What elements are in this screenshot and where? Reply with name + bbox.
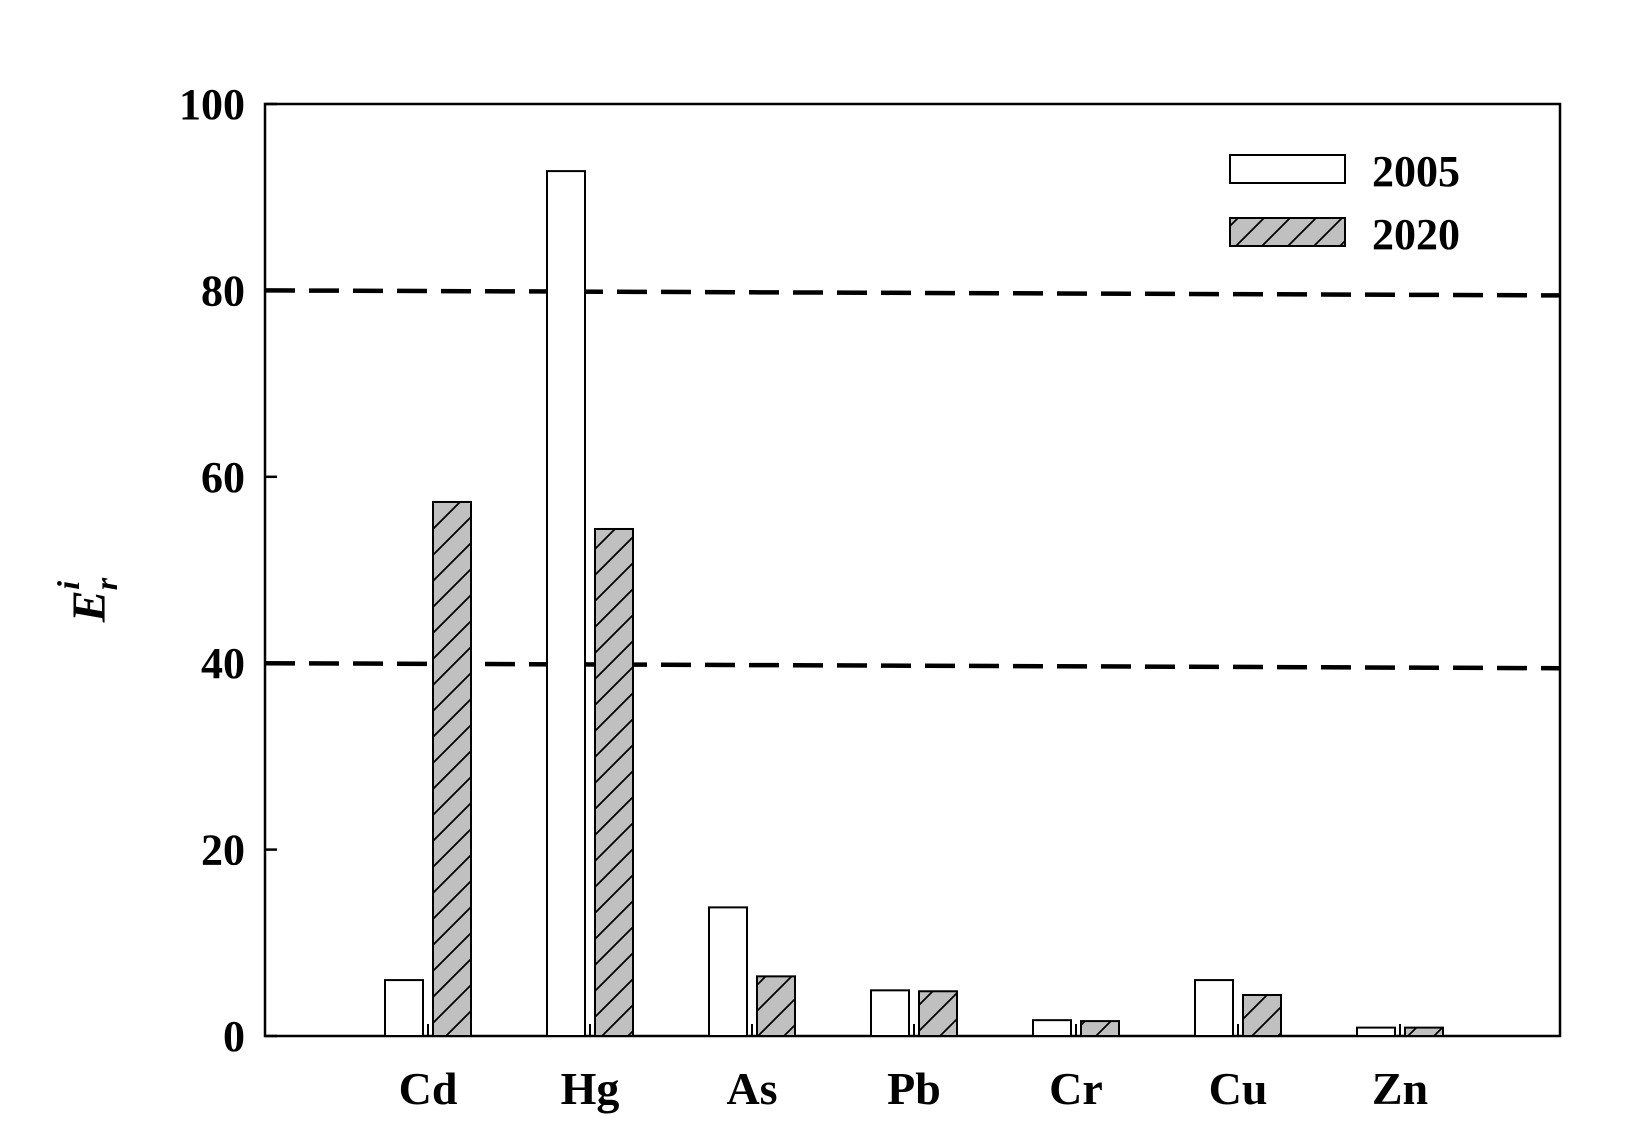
y-axis-title-sub: r (88, 577, 124, 590)
bar-2005-As (708, 906, 748, 1037)
x-axis-labels: Cd Hg As Pb Cr Cu Zn (399, 1024, 1428, 1114)
bar-2020-Zn (1404, 1026, 1444, 1038)
y-tick-label: 60 (201, 453, 245, 502)
bar-2005-Cu (1194, 979, 1234, 1038)
legend-swatch-2020 (1229, 217, 1346, 247)
y-axis-title-sup: i (50, 581, 86, 590)
svg-text:Eri: Eri (50, 577, 124, 623)
reference-lines (264, 288, 1561, 671)
bar-2020-Pb (918, 990, 958, 1037)
bar-2020-Cu (1242, 993, 1282, 1038)
y-tick-label: 100 (179, 80, 245, 129)
bar-2005-Hg (546, 170, 586, 1037)
bar-2020-Cd (432, 500, 472, 1037)
legend: 2005 2020 (1229, 147, 1460, 259)
bar-2020-Cr (1080, 1020, 1120, 1038)
x-tick-label-Cu: Cu (1209, 1063, 1268, 1114)
x-tick-label-Cd: Cd (399, 1063, 458, 1114)
bar-2020-Hg (594, 527, 634, 1037)
x-tick-label-Hg: Hg (561, 1063, 620, 1114)
legend-label-2005: 2005 (1372, 147, 1460, 196)
y-axis-title: Eri (50, 577, 124, 623)
bar-2005-Pb (870, 989, 910, 1037)
y-tick-label: 80 (201, 266, 245, 315)
bar-2005-Zn (1356, 1026, 1396, 1038)
bar-2020-As (756, 975, 796, 1037)
legend-swatch-2005 (1229, 154, 1346, 184)
bar-2005-Cd (384, 979, 424, 1038)
y-tick-label: 20 (201, 826, 245, 875)
x-tick-label-Pb: Pb (887, 1063, 941, 1114)
bars (384, 170, 1444, 1038)
bar-2005-Cr (1032, 1019, 1072, 1038)
y-axis-title-base: E (63, 590, 116, 623)
y-tick-label: 0 (223, 1012, 245, 1061)
x-tick-label-Zn: Zn (1372, 1063, 1428, 1114)
legend-label-2020: 2020 (1372, 210, 1460, 259)
y-axis-ticks: 0 20 40 60 80 100 (179, 80, 277, 1061)
x-tick-label-Cr: Cr (1049, 1063, 1103, 1114)
y-tick-label: 40 (201, 639, 245, 688)
reference-line (264, 660, 1561, 671)
x-tick-label-As: As (726, 1063, 777, 1114)
reference-line (264, 288, 1561, 298)
plot-area (263, 102, 1562, 1038)
